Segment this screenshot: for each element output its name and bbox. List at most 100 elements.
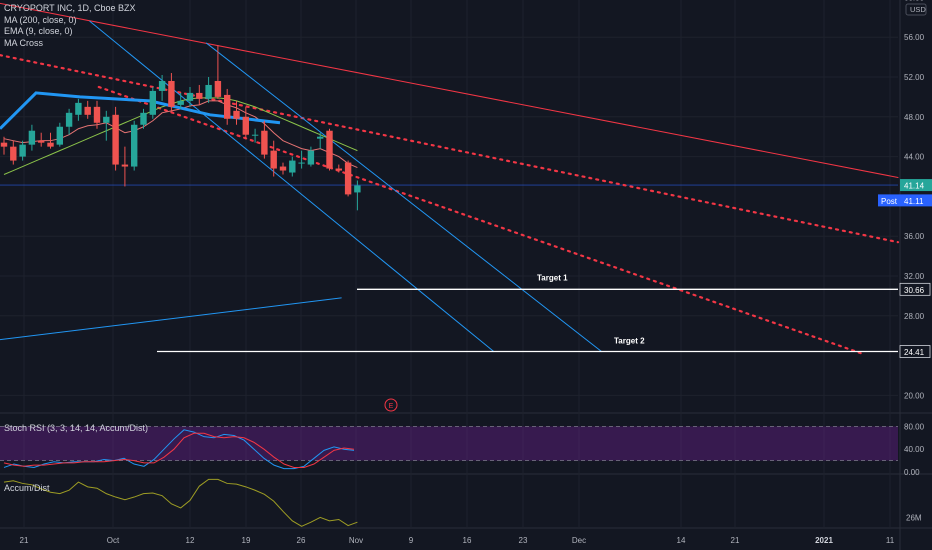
- target1-price: 30.66: [904, 286, 925, 295]
- candle-body: [47, 142, 54, 147]
- time-tick: 26: [297, 536, 306, 545]
- candle-body: [158, 80, 166, 91]
- candle-body: [261, 130, 268, 155]
- time-tick: 14: [677, 536, 686, 545]
- candle-body: [0, 142, 8, 147]
- stoch-rsi-d-line: [3, 432, 355, 468]
- time-tick: Dec: [572, 536, 586, 545]
- price-tick: 48.00: [904, 113, 925, 122]
- currency-label: USD: [910, 5, 926, 14]
- time-tick: 9: [409, 536, 414, 545]
- candle-body: [112, 114, 119, 165]
- candle-body: [28, 130, 36, 145]
- trend-line: [0, 2, 899, 178]
- candle-body: [298, 162, 305, 164]
- trend-line: [206, 42, 603, 353]
- candle-body: [344, 162, 352, 195]
- last-price-box: [900, 179, 932, 192]
- candle-body: [75, 102, 82, 115]
- candle-body: [326, 130, 333, 169]
- time-tick: Nov: [349, 536, 363, 545]
- candle-body: [121, 164, 129, 167]
- candle-body: [84, 106, 91, 115]
- target1-label: Target 1: [537, 273, 568, 282]
- target2-price-box: [899, 345, 931, 358]
- candle-body: [103, 116, 110, 123]
- currency-box: [905, 3, 927, 16]
- candle-body: [289, 160, 296, 173]
- price-tick: 28.00: [904, 312, 925, 321]
- earnings-icon: [384, 398, 398, 412]
- post-price-value: 41.11: [904, 197, 924, 206]
- candle-body: [307, 150, 315, 165]
- candle-body: [251, 134, 259, 136]
- candle-body: [140, 112, 147, 125]
- stoch-rsi-fill: [0, 426, 898, 461]
- accum-dist-line: [3, 478, 358, 527]
- candle-body: [354, 185, 361, 193]
- ma200-label[interactable]: MA (200, close, 0): [4, 14, 77, 25]
- accum-dist-label[interactable]: Accum/Dist: [4, 483, 50, 493]
- time-tick: Oct: [107, 536, 120, 545]
- stoch-rsi-band: [0, 425, 898, 462]
- time-tick: 21: [731, 536, 740, 545]
- trend-line: [89, 20, 495, 353]
- post-price-box: [878, 194, 932, 207]
- candle-body: [186, 92, 194, 101]
- time-tick: 23: [519, 536, 528, 545]
- time-tick: 21: [20, 536, 29, 545]
- moving-averages: [0, 91, 358, 175]
- candle-body: [270, 150, 277, 169]
- time-tick: 16: [463, 536, 472, 545]
- candle-body: [335, 168, 342, 171]
- price-tick: 36.00: [904, 232, 925, 241]
- stoch-rsi-label[interactable]: Stoch RSI (3, 3, 14, 14, Accum/Dist): [4, 423, 149, 433]
- axes: USD68.0064.0060.0056.0052.0048.0044.0036…: [20, 0, 932, 545]
- price-tick: 32.00: [904, 272, 925, 281]
- rsi-tick: 40.00: [904, 445, 925, 454]
- time-tick: 19: [242, 536, 251, 545]
- chart-legend: CRYOPORT INC, 1D, Cboe BZX MA (200, clos…: [4, 3, 136, 49]
- last-price-value: 41.14: [904, 182, 925, 191]
- trend-line: [0, 54, 900, 244]
- candle-body: [38, 140, 45, 143]
- ema9-label[interactable]: EMA (9, close, 0): [4, 26, 73, 36]
- price-tick: 20.00: [904, 391, 925, 400]
- candle-body: [317, 136, 324, 139]
- candle-body: [10, 146, 17, 161]
- candle-body: [214, 80, 222, 97]
- price-tick: 52.00: [904, 73, 925, 82]
- post-label: Post: [881, 197, 898, 206]
- price-tick: 60.00: [904, 0, 925, 2]
- trend-lines: [0, 2, 900, 355]
- price-tick: 44.00: [904, 153, 925, 162]
- time-tick: 11: [886, 536, 895, 545]
- candle-body: [131, 124, 138, 167]
- candle-body: [65, 112, 73, 127]
- macross-label[interactable]: MA Cross: [4, 37, 44, 48]
- earnings-label: E: [389, 403, 394, 410]
- ma-cross-line: [0, 91, 281, 130]
- symbol-title[interactable]: CRYOPORT INC, 1D, Cboe BZX: [4, 3, 136, 13]
- candle-body: [233, 110, 240, 119]
- time-tick: 2021: [815, 536, 833, 545]
- target1-price-box: [899, 282, 931, 296]
- candle-body: [177, 100, 184, 105]
- trend-line: [0, 297, 342, 341]
- oscillators: [3, 429, 358, 527]
- target2-label: Target 2: [614, 337, 645, 346]
- candle-body: [205, 84, 212, 99]
- accum-dist-tick: 26M: [906, 513, 922, 522]
- candle-body: [196, 92, 203, 99]
- trend-line: [97, 85, 864, 355]
- candle-body: [19, 144, 26, 157]
- candle-body: [224, 94, 231, 119]
- candle-body: [242, 116, 249, 135]
- candle-body: [149, 90, 156, 115]
- price-tick: 56.00: [904, 33, 925, 42]
- candle-body: [279, 166, 287, 171]
- rsi-tick: 80.00: [904, 422, 925, 431]
